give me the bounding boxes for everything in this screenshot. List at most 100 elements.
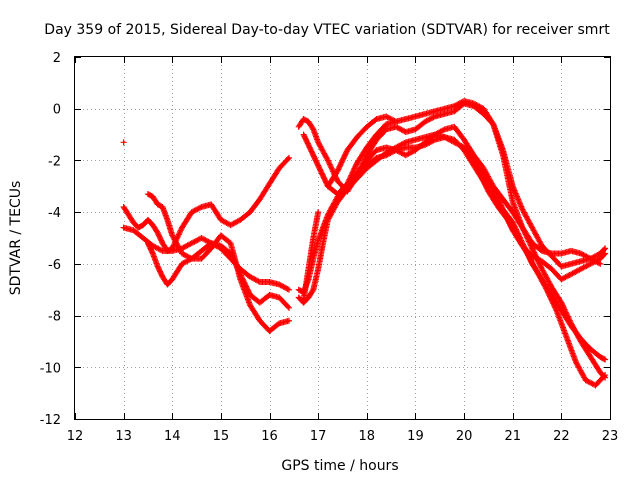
data-point: [528, 243, 535, 250]
data-point: [525, 238, 532, 245]
y-tick-label: -10: [40, 361, 61, 376]
data-point: [349, 169, 356, 176]
data-point: [479, 176, 486, 183]
data-point: [350, 166, 357, 173]
data-point: [309, 288, 316, 295]
data-point: [525, 237, 532, 244]
data-point: [340, 155, 347, 162]
data-point: [484, 185, 491, 192]
data-point: [120, 139, 127, 146]
data-point: [530, 248, 537, 255]
data-point: [158, 247, 165, 254]
series-track-f: [300, 97, 604, 267]
data-point: [339, 158, 346, 165]
x-tick-label: 13: [115, 429, 132, 444]
data-point: [519, 224, 526, 231]
y-tick-label: 0: [53, 103, 61, 118]
data-point: [520, 226, 527, 233]
data-point: [337, 160, 344, 167]
data-point: [543, 285, 550, 292]
data-point: [549, 299, 556, 306]
series-track-h: [295, 134, 609, 363]
data-point: [352, 162, 359, 169]
data-points: [120, 97, 609, 389]
data-point: [533, 254, 540, 261]
data-point: [315, 209, 322, 216]
data-point: [537, 246, 544, 253]
data-point: [275, 321, 282, 328]
data-point: [337, 162, 344, 169]
data-point: [197, 204, 204, 211]
data-point: [335, 165, 342, 172]
data-point: [602, 250, 609, 257]
data-point: [552, 306, 559, 313]
data-point: [559, 302, 566, 309]
data-point: [489, 119, 496, 126]
data-point: [526, 239, 533, 246]
data-point: [562, 307, 569, 314]
chart-title: Day 359 of 2015, Sidereal Day-to-day VTE…: [44, 22, 610, 38]
data-point: [551, 303, 558, 310]
data-point: [477, 171, 484, 178]
series-track-d: [144, 191, 292, 335]
data-point: [341, 153, 348, 160]
data-point: [334, 167, 341, 174]
data-point: [327, 162, 334, 169]
data-point: [326, 160, 333, 167]
x-tick-label: 21: [504, 429, 521, 444]
data-point: [548, 296, 555, 303]
data-point: [550, 300, 557, 307]
data-point: [601, 246, 608, 253]
x-tick-label: 15: [213, 429, 230, 444]
plot-frame: [74, 56, 611, 420]
x-tick-label: 23: [602, 429, 619, 444]
data-point: [476, 169, 483, 176]
data-point: [535, 259, 542, 266]
data-point: [529, 245, 536, 252]
data-point: [351, 165, 358, 172]
data-point: [601, 373, 608, 380]
data-point: [522, 230, 529, 237]
y-tick-label: -4: [48, 206, 61, 221]
data-point: [531, 250, 538, 257]
x-tick-label: 17: [310, 429, 327, 444]
data-point: [527, 241, 534, 248]
data-point: [286, 154, 292, 161]
data-point: [325, 158, 332, 165]
data-point: [284, 285, 291, 292]
data-point: [562, 309, 569, 316]
x-tick-label: 22: [553, 429, 570, 444]
data-point: [560, 303, 567, 310]
data-point: [176, 230, 183, 237]
data-point: [521, 228, 528, 235]
data-point: [563, 310, 570, 317]
data-point: [520, 227, 527, 234]
series-track-k: [300, 209, 322, 304]
data-point: [352, 164, 359, 171]
data-point: [339, 156, 346, 163]
data-point: [482, 181, 489, 188]
data-point: [523, 234, 530, 241]
x-tick-label: 12: [67, 429, 84, 444]
axis-ticks: [75, 57, 611, 420]
series-track-l: [324, 113, 399, 190]
data-point: [482, 182, 489, 189]
series-track-b: [120, 224, 292, 293]
data-point: [600, 355, 607, 362]
data-point: [328, 164, 335, 171]
data-point: [559, 301, 566, 308]
data-point: [391, 117, 398, 124]
data-point: [286, 317, 292, 324]
data-point: [336, 163, 343, 170]
data-point: [335, 166, 342, 173]
data-point: [567, 318, 574, 325]
data-point: [545, 289, 552, 296]
data-point: [475, 167, 482, 174]
data-point: [175, 232, 182, 239]
data-point: [481, 180, 488, 187]
data-point: [564, 312, 571, 319]
data-point: [535, 257, 542, 264]
series-track-j: [465, 144, 609, 389]
data-point: [523, 232, 530, 239]
data-point: [545, 290, 552, 297]
